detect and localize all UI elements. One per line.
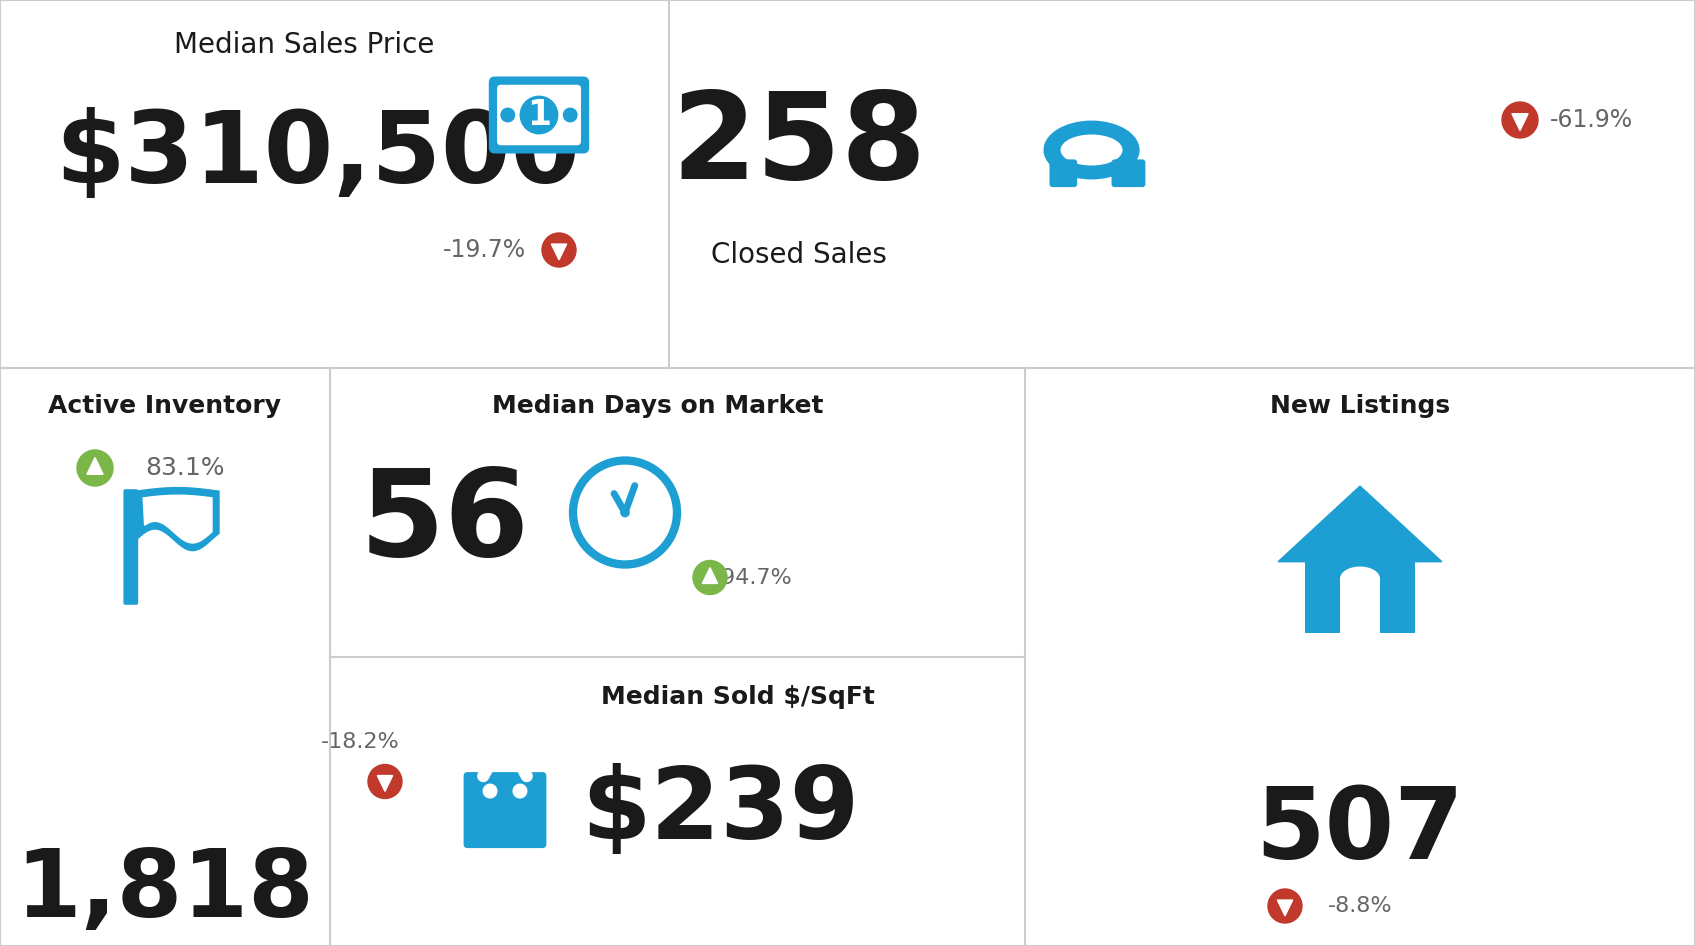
Circle shape <box>520 96 558 133</box>
Ellipse shape <box>1341 567 1380 590</box>
Circle shape <box>502 108 515 122</box>
Text: Closed Sales: Closed Sales <box>712 241 886 269</box>
Text: 258: 258 <box>671 86 927 203</box>
Polygon shape <box>551 244 566 260</box>
Circle shape <box>542 233 576 267</box>
Text: -8.8%: -8.8% <box>1327 896 1392 916</box>
Polygon shape <box>378 776 393 792</box>
Text: 1: 1 <box>527 98 551 132</box>
Text: 194.7%: 194.7% <box>707 568 792 587</box>
Circle shape <box>693 560 727 594</box>
Circle shape <box>563 108 576 122</box>
FancyBboxPatch shape <box>124 489 139 604</box>
Text: -19.7%: -19.7% <box>442 238 525 262</box>
FancyBboxPatch shape <box>464 772 546 849</box>
Text: Active Inventory: Active Inventory <box>49 394 281 418</box>
Circle shape <box>1502 102 1537 138</box>
Circle shape <box>620 508 629 517</box>
Text: $239: $239 <box>581 763 859 860</box>
Circle shape <box>368 764 402 798</box>
FancyBboxPatch shape <box>497 85 581 146</box>
FancyBboxPatch shape <box>1112 159 1146 187</box>
FancyBboxPatch shape <box>1049 159 1078 187</box>
Bar <box>1341 579 1380 633</box>
Text: New Listings: New Listings <box>1270 394 1449 418</box>
Polygon shape <box>1278 486 1442 562</box>
Circle shape <box>514 784 527 797</box>
Polygon shape <box>1278 900 1293 916</box>
Text: 83.1%: 83.1% <box>146 456 225 480</box>
Polygon shape <box>142 496 212 543</box>
Text: $310,500: $310,500 <box>54 107 580 203</box>
Text: 1,818: 1,818 <box>15 845 315 937</box>
Circle shape <box>483 784 497 797</box>
Ellipse shape <box>1061 134 1122 166</box>
Circle shape <box>573 461 676 565</box>
FancyBboxPatch shape <box>488 77 590 153</box>
Text: -18.2%: -18.2% <box>320 731 400 751</box>
Bar <box>1305 557 1415 633</box>
Circle shape <box>1268 889 1302 923</box>
Text: Median Days on Market: Median Days on Market <box>492 394 824 418</box>
Text: -61.9%: -61.9% <box>1549 108 1632 132</box>
Circle shape <box>76 450 114 486</box>
Text: Median Sold $/SqFt: Median Sold $/SqFt <box>600 685 875 709</box>
Text: 507: 507 <box>1256 782 1464 880</box>
Polygon shape <box>1512 114 1529 131</box>
Polygon shape <box>136 487 219 551</box>
Polygon shape <box>86 458 103 474</box>
Text: 56: 56 <box>359 464 531 581</box>
Text: Median Sales Price: Median Sales Price <box>175 31 434 59</box>
Polygon shape <box>702 568 717 584</box>
Ellipse shape <box>1044 120 1139 180</box>
